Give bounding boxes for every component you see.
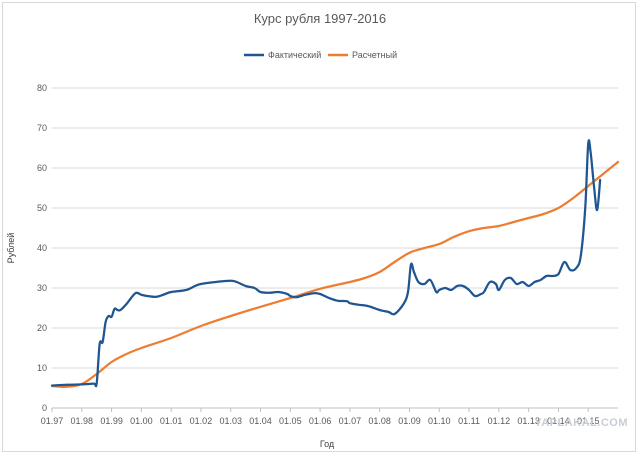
y-tick-label: 20 (37, 323, 47, 333)
x-tick-label: 01.07 (339, 416, 362, 426)
x-axis-label: Год (320, 439, 335, 449)
legend-label-series-2: Расчетный (352, 50, 397, 60)
x-tick-label: 01.08 (368, 416, 391, 426)
y-tick-label: 0 (42, 403, 47, 413)
y-axis-label: Рублей (6, 233, 16, 264)
x-tick-labels: 01.97 01.98 01.99 01.00 01.01 01.02 01.03 01.04… (41, 408, 600, 426)
y-tick-labels: 0 10 20 30 40 50 60 70 80 (37, 83, 47, 413)
legend-label-series-1: Фактический (268, 50, 321, 60)
x-tick-label: 01.02 (190, 416, 213, 426)
series-line-2 (50, 160, 620, 388)
series-lines (50, 139, 620, 388)
x-tick-label: 01.97 (41, 416, 64, 426)
x-tick-label: 01.11 (458, 416, 480, 426)
chart-title: Курс рубля 1997-2016 (254, 11, 386, 26)
chart-frame (2, 2, 636, 452)
x-tick-label: 01.03 (219, 416, 242, 426)
x-tick-label: 01.05 (279, 416, 302, 426)
y-tick-label: 30 (37, 283, 47, 293)
y-tick-label: 40 (37, 243, 47, 253)
x-tick-label: 01.06 (309, 416, 332, 426)
x-tick-label: 01.04 (249, 416, 272, 426)
series-line-1 (50, 139, 602, 388)
x-tick-label: 01.01 (160, 416, 183, 426)
x-tick-label: 01.99 (100, 416, 123, 426)
gridlines (52, 87, 618, 409)
x-tick-label: 01.13 (517, 416, 540, 426)
y-tick-label: 60 (37, 163, 47, 173)
x-tick-label: 01.98 (71, 416, 94, 426)
y-tick-label: 10 (37, 363, 47, 373)
x-tick-label: 01.12 (488, 416, 511, 426)
x-tick-label: 01.09 (398, 416, 421, 426)
x-tick-label: 01.10 (428, 416, 451, 426)
watermark: YAPLAKAL.COM (534, 417, 628, 429)
legend: Фактический Расчетный (244, 50, 397, 60)
x-tick-label: 01.00 (130, 416, 153, 426)
x-tick-label: 01.14 (547, 416, 570, 426)
y-tick-label: 70 (37, 123, 47, 133)
x-tick-label: 01.15 (577, 416, 600, 426)
y-tick-label: 80 (37, 83, 47, 93)
y-tick-label: 50 (37, 203, 47, 213)
